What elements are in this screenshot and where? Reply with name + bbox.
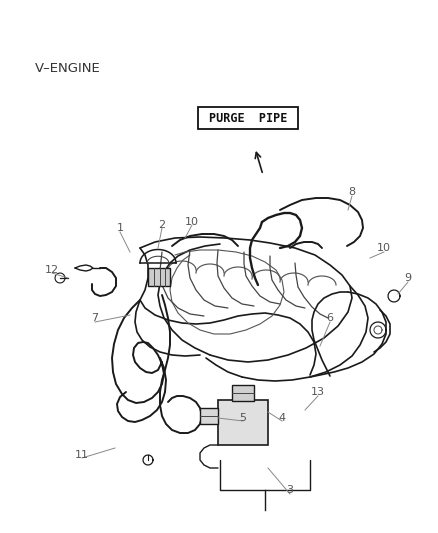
Text: 8: 8 [349, 187, 356, 197]
Text: 6: 6 [326, 313, 333, 323]
Text: 5: 5 [240, 413, 247, 423]
Text: 10: 10 [377, 243, 391, 253]
Text: 3: 3 [286, 485, 293, 495]
Bar [232, 385, 254, 401]
Text: V–ENGINE: V–ENGINE [35, 62, 101, 75]
Text: PURGE  PIPE: PURGE PIPE [209, 111, 287, 125]
Text: 10: 10 [185, 217, 199, 227]
Text: 1: 1 [117, 223, 124, 233]
Text: 9: 9 [404, 273, 412, 283]
FancyBboxPatch shape [198, 107, 298, 129]
Text: 4: 4 [279, 413, 286, 423]
Bar [148, 268, 170, 286]
Text: 12: 12 [45, 265, 59, 275]
Bar [200, 408, 218, 424]
Text: 2: 2 [159, 220, 166, 230]
Text: 13: 13 [311, 387, 325, 397]
Text: 7: 7 [92, 313, 99, 323]
Text: 11: 11 [75, 450, 89, 460]
Bar [218, 400, 268, 445]
